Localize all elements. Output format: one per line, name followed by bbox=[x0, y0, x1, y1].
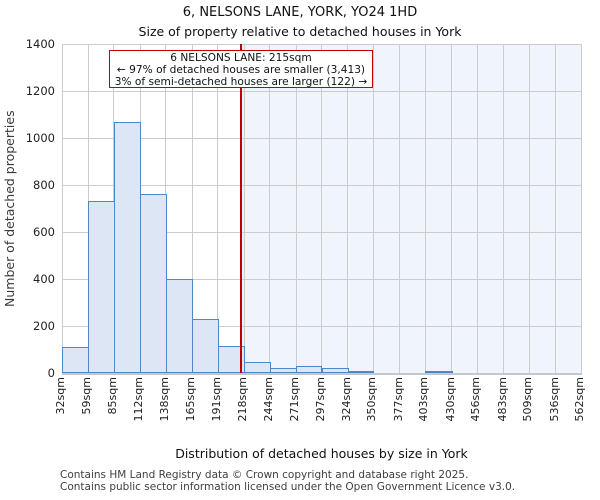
y-tick-label: 0 bbox=[47, 366, 55, 380]
v-gridline bbox=[243, 44, 245, 373]
x-tick-label: 324sqm bbox=[339, 377, 353, 422]
v-gridline bbox=[217, 44, 219, 373]
y-tick-label: 1000 bbox=[25, 131, 55, 145]
x-tick-label: 218sqm bbox=[236, 377, 250, 422]
histogram-bar bbox=[62, 347, 90, 373]
histogram-bar bbox=[192, 318, 219, 373]
h-gridline bbox=[62, 137, 581, 139]
x-tick-label: 562sqm bbox=[573, 377, 586, 422]
x-tick-label: 456sqm bbox=[469, 377, 483, 422]
v-gridline bbox=[451, 44, 453, 373]
x-tick-label: 59sqm bbox=[80, 377, 94, 415]
histogram-bar bbox=[88, 201, 115, 373]
histogram-bar bbox=[140, 194, 167, 373]
property-marker-line bbox=[240, 44, 243, 373]
v-gridline bbox=[424, 44, 426, 373]
x-tick-label: 32sqm bbox=[54, 377, 67, 415]
annotation-line3: 3% of semi-detached houses are larger (1… bbox=[114, 76, 368, 89]
x-tick-label: 377sqm bbox=[391, 377, 405, 422]
h-gridline bbox=[62, 184, 581, 186]
x-tick-label: 244sqm bbox=[261, 377, 275, 422]
y-tick-label: 1200 bbox=[25, 84, 55, 98]
footer-line2: Contains public sector information licen… bbox=[60, 480, 516, 493]
x-tick-label: 138sqm bbox=[157, 377, 171, 422]
histogram-bar bbox=[165, 279, 194, 373]
footer-line1: Contains HM Land Registry data © Crown c… bbox=[60, 469, 469, 481]
x-tick-label: 536sqm bbox=[547, 377, 561, 422]
x-axis-line bbox=[62, 373, 582, 375]
v-gridline bbox=[399, 44, 401, 373]
v-gridline bbox=[269, 44, 271, 373]
histogram-bar bbox=[321, 368, 349, 373]
x-tick-label: 191sqm bbox=[209, 377, 223, 422]
h-gridline bbox=[62, 325, 581, 327]
h-gridline bbox=[62, 90, 581, 92]
histogram-bar bbox=[296, 365, 323, 373]
shaded-region bbox=[241, 44, 581, 373]
y-tick-label: 200 bbox=[33, 319, 55, 333]
x-tick-label: 271sqm bbox=[288, 377, 302, 422]
annotation-line1: 6 NELSONS LANE: 215sqm bbox=[170, 52, 312, 64]
x-tick-label: 165sqm bbox=[184, 377, 198, 422]
footer: Contains HM Land Registry data © Crown c… bbox=[60, 469, 516, 493]
y-tick-label: 1400 bbox=[25, 37, 55, 51]
v-gridline bbox=[580, 44, 582, 373]
v-gridline bbox=[476, 44, 478, 373]
v-gridline bbox=[347, 44, 349, 373]
v-gridline bbox=[321, 44, 322, 373]
annotation-line2: ← 97% of detached houses are smaller (3,… bbox=[116, 64, 366, 77]
histogram-bar bbox=[347, 371, 375, 373]
x-tick-label: 85sqm bbox=[105, 377, 119, 415]
chart-subtitle: Size of property relative to detached ho… bbox=[138, 24, 462, 39]
x-tick-label: 403sqm bbox=[417, 377, 431, 422]
y-tick-label: 400 bbox=[33, 272, 55, 286]
v-gridline bbox=[191, 44, 193, 373]
chart-title: 6, NELSONS LANE, YORK, YO24 1HD bbox=[182, 5, 418, 20]
x-tick-label: 297sqm bbox=[313, 377, 327, 422]
y-tick-label: 800 bbox=[33, 178, 55, 192]
v-gridline bbox=[61, 44, 63, 373]
h-gridline bbox=[62, 278, 581, 280]
v-gridline bbox=[503, 44, 505, 373]
histogram-bar bbox=[113, 121, 142, 373]
v-gridline bbox=[372, 44, 374, 373]
v-gridline bbox=[528, 44, 530, 373]
x-tick-label: 509sqm bbox=[521, 377, 535, 422]
histogram-bar bbox=[425, 371, 453, 373]
v-gridline bbox=[295, 44, 297, 373]
histogram-bar bbox=[244, 362, 271, 373]
x-tick-label: 483sqm bbox=[495, 377, 509, 422]
v-gridline bbox=[555, 44, 557, 373]
plot-area bbox=[61, 43, 582, 373]
h-gridline bbox=[62, 43, 581, 45]
x-tick-label: 430sqm bbox=[443, 377, 457, 422]
x-tick-label: 350sqm bbox=[365, 377, 379, 422]
h-gridline bbox=[62, 231, 581, 233]
annotation-box: 6 NELSONS LANE: 215sqm ← 97% of detached… bbox=[109, 50, 373, 88]
x-axis-label: Distribution of detached houses by size … bbox=[175, 446, 468, 461]
x-tick-label: 112sqm bbox=[132, 377, 146, 422]
y-tick-label: 600 bbox=[33, 225, 55, 239]
